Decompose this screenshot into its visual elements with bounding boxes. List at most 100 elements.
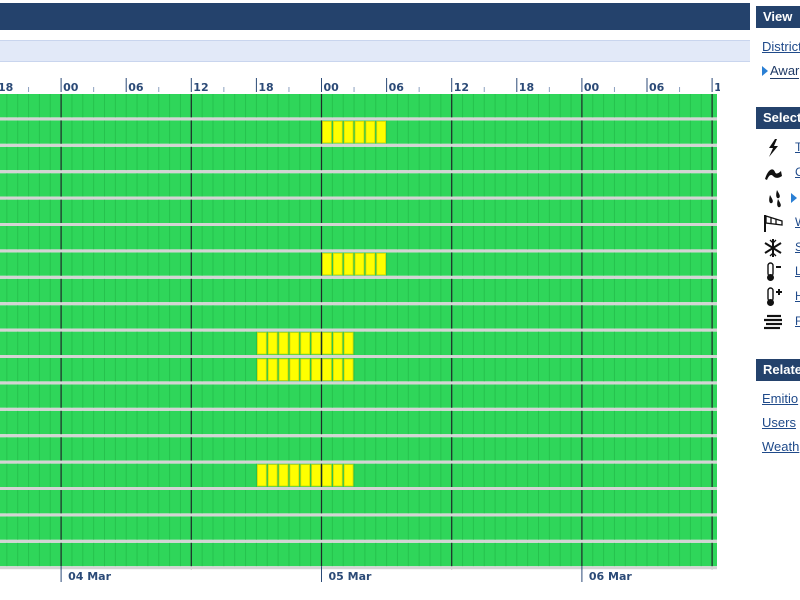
warning-cell: [300, 332, 311, 355]
row-divider: [0, 539, 717, 543]
hour-tick-label: 06: [389, 81, 405, 94]
row-divider: [0, 513, 717, 517]
warning-cell: [256, 332, 267, 355]
date-label: 06 Mar: [589, 570, 633, 582]
warning-type-low-temperature[interactable]: L: [763, 262, 800, 282]
timeline-row: [0, 146, 717, 171]
warning-type-high-temperature[interactable]: H: [763, 287, 800, 307]
view-panel-header: View: [756, 6, 800, 28]
row-divider: [0, 460, 717, 464]
timeline-row: [0, 384, 717, 408]
hour-tick-label: 12: [714, 81, 720, 94]
row-divider: [0, 302, 717, 306]
warning-type-rain[interactable]: [763, 188, 800, 208]
warning-timeline: 18 00 06 12 18 00 06 12 18 00 06 12 04 Mar 05 Mar 06 M…: [0, 78, 720, 582]
warning-cell: [332, 464, 343, 487]
row-divider: [0, 407, 717, 411]
warning-cell: [322, 332, 332, 355]
view-link-awareness-label: Awar: [770, 63, 800, 79]
warning-type-coastal[interactable]: C: [763, 163, 800, 183]
warning-cell: [343, 332, 354, 355]
hour-tick-label: 00: [584, 81, 600, 94]
row-divider: [0, 143, 717, 147]
warning-cell: [311, 464, 321, 487]
date-label: 05 Mar: [329, 570, 373, 582]
related-link-emitio[interactable]: Emitio: [762, 391, 799, 406]
rain-icon: [769, 190, 781, 208]
warning-cell: [332, 121, 343, 144]
warning-cell: [311, 358, 321, 381]
timeline-row: [0, 278, 717, 303]
header-bar: [0, 3, 750, 30]
hour-tick-label: 12: [454, 81, 469, 94]
warning-type-snow[interactable]: S: [763, 238, 800, 258]
warning-cell: [256, 358, 267, 381]
warning-cell: [376, 252, 387, 276]
warning-cell: [376, 121, 387, 144]
timeline-row: [0, 463, 717, 487]
warning-cell: [278, 358, 289, 381]
row-divider: [0, 566, 717, 570]
related-panel-header: Relate: [756, 359, 800, 381]
warning-type-fog[interactable]: F: [763, 312, 800, 332]
warning-cell: [343, 464, 354, 487]
high-temperature-icon: [767, 287, 782, 306]
related-link-weather[interactable]: Weath: [762, 439, 800, 454]
warning-cell: [332, 332, 343, 355]
warning-cell: [267, 332, 278, 355]
row-divider: [0, 487, 717, 490]
warning-cell: [289, 332, 300, 355]
warning-cell: [343, 252, 354, 276]
row-divider: [0, 434, 717, 438]
related-link-users[interactable]: Users: [762, 415, 796, 430]
select-panel-header: Select: [756, 107, 800, 129]
timeline-row: [0, 358, 717, 382]
row-divider: [0, 275, 717, 279]
warning-cell: [354, 252, 365, 276]
hour-tick-label: 18: [0, 81, 13, 94]
sub-header-bar: [0, 40, 750, 62]
row-divider: [0, 170, 717, 174]
warning-cell: [365, 252, 376, 276]
warning-cell: [322, 358, 332, 381]
row-divider: [0, 381, 717, 385]
timeline-row: [0, 94, 717, 118]
hour-tick-label: 06: [128, 81, 144, 94]
timeline-row: [0, 542, 717, 567]
warning-cell: [343, 358, 354, 381]
warning-type-coastal-label: C: [795, 165, 800, 179]
warning-type-thunder-label: T: [795, 140, 800, 154]
warning-cell: [267, 358, 278, 381]
timeline-row: [0, 490, 717, 514]
warning-cell: [322, 464, 332, 487]
thunder-icon: [769, 139, 778, 157]
row-divider: [0, 355, 717, 358]
low-temperature-icon: [767, 262, 781, 281]
warning-type-wind-label: W: [795, 215, 800, 229]
warning-cell: [332, 358, 343, 381]
timeline-row: [0, 331, 717, 355]
warning-type-snow-label: S: [795, 240, 800, 254]
hour-tick-label: 12: [193, 81, 208, 94]
fog-icon: [764, 314, 782, 330]
warning-type-thunder[interactable]: T: [763, 138, 800, 158]
row-divider: [0, 223, 717, 226]
view-link-awareness[interactable]: Awar: [762, 63, 800, 79]
warning-cell: [289, 464, 300, 487]
warning-cell: [256, 464, 267, 487]
coastal-icon: [765, 169, 782, 180]
view-link-district[interactable]: District: [762, 39, 800, 54]
timeline-row: [0, 173, 717, 197]
hour-tick-label: 18: [519, 81, 534, 94]
warning-cell: [278, 464, 289, 487]
warning-type-fog-label: F: [795, 314, 800, 328]
warning-type-wind[interactable]: W: [763, 213, 800, 233]
warning-cell: [332, 252, 343, 276]
warning-cell: [354, 121, 365, 144]
warning-cell: [267, 464, 278, 487]
warning-cell: [278, 332, 289, 355]
snow-icon: [764, 239, 782, 257]
timeline-row: [0, 437, 717, 461]
row-divider: [0, 117, 717, 121]
warning-cell: [322, 121, 332, 144]
